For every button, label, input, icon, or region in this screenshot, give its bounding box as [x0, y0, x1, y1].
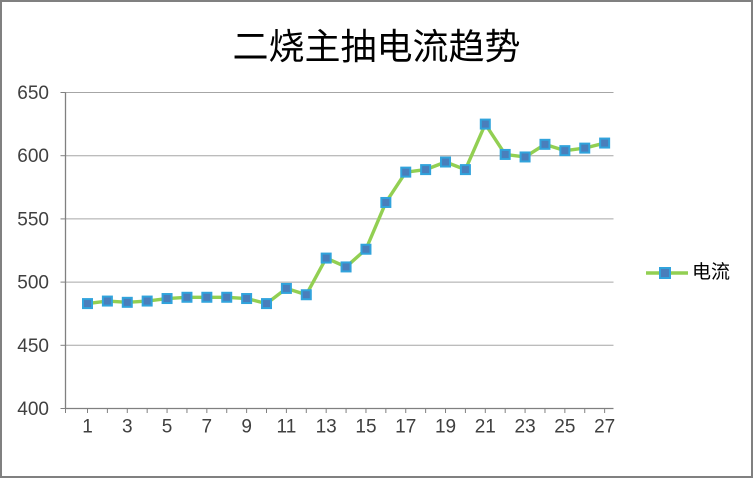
- legend-series-marker-icon: [646, 267, 688, 279]
- x-tick-label: 17: [395, 417, 416, 438]
- axes: [64, 92, 614, 410]
- x-tick-label: 19: [435, 417, 456, 438]
- data-point-marker: [539, 138, 551, 150]
- data-point-marker: [400, 166, 412, 178]
- x-tick-label: 1: [82, 417, 93, 438]
- data-point-marker: [300, 289, 312, 301]
- gridlines: [65, 92, 614, 346]
- series-line: [85, 122, 607, 306]
- data-point-marker: [559, 145, 571, 157]
- data-point-marker: [459, 164, 471, 176]
- y-axis-labels: 400 450 500 550 600 650: [17, 83, 66, 420]
- x-tick-label: 27: [594, 417, 615, 438]
- data-point-marker: [280, 282, 292, 294]
- legend: 电流: [646, 263, 730, 283]
- data-point-marker: [241, 293, 253, 305]
- x-tick-label: 7: [202, 417, 213, 438]
- x-tick-label: 3: [122, 417, 133, 438]
- data-point-marker: [499, 148, 511, 160]
- data-point-marker: [181, 291, 193, 303]
- y-tick-label: 650: [17, 83, 49, 104]
- y-tick-label: 500: [17, 273, 49, 294]
- data-point-marker: [519, 151, 531, 163]
- chart-title: 二烧主抽电流趋势: [232, 27, 521, 67]
- x-axis-labels: 1 3 5 7 9 11 13 15 17 19 21 23 25 27: [65, 408, 615, 438]
- x-tick-label: 23: [515, 417, 536, 438]
- x-tick-label: 13: [316, 417, 337, 438]
- data-point-marker: [599, 137, 611, 149]
- data-point-marker: [360, 243, 372, 255]
- data-point-marker: [201, 291, 213, 303]
- legend-series-label: 电流: [692, 262, 731, 283]
- data-point-marker: [121, 296, 133, 308]
- x-tick-label: 15: [355, 417, 376, 438]
- data-point-marker: [479, 118, 491, 130]
- data-point-marker: [82, 298, 93, 310]
- x-tick-label: 25: [554, 417, 575, 438]
- y-tick-label: 450: [17, 336, 49, 357]
- data-point-marker: [221, 291, 233, 303]
- data-point-marker: [320, 252, 332, 264]
- data-point-marker: [161, 293, 173, 305]
- data-point-marker: [261, 298, 273, 310]
- x-tick-label: 5: [162, 417, 173, 438]
- x-tick-label: 9: [241, 417, 252, 438]
- data-point-marker: [440, 156, 452, 168]
- y-tick-label: 600: [17, 146, 49, 167]
- y-tick-label: 400: [17, 399, 49, 420]
- data-point-marker: [380, 196, 392, 208]
- data-point-marker: [579, 142, 591, 154]
- y-tick-label: 550: [17, 209, 49, 230]
- data-point-marker: [420, 164, 432, 176]
- data-point-marker: [101, 295, 113, 307]
- data-point-marker: [340, 261, 352, 273]
- series-markers: [82, 118, 611, 310]
- x-tick-label: 11: [277, 417, 297, 438]
- x-tick-label: 21: [475, 417, 496, 438]
- data-point-marker: [141, 295, 153, 307]
